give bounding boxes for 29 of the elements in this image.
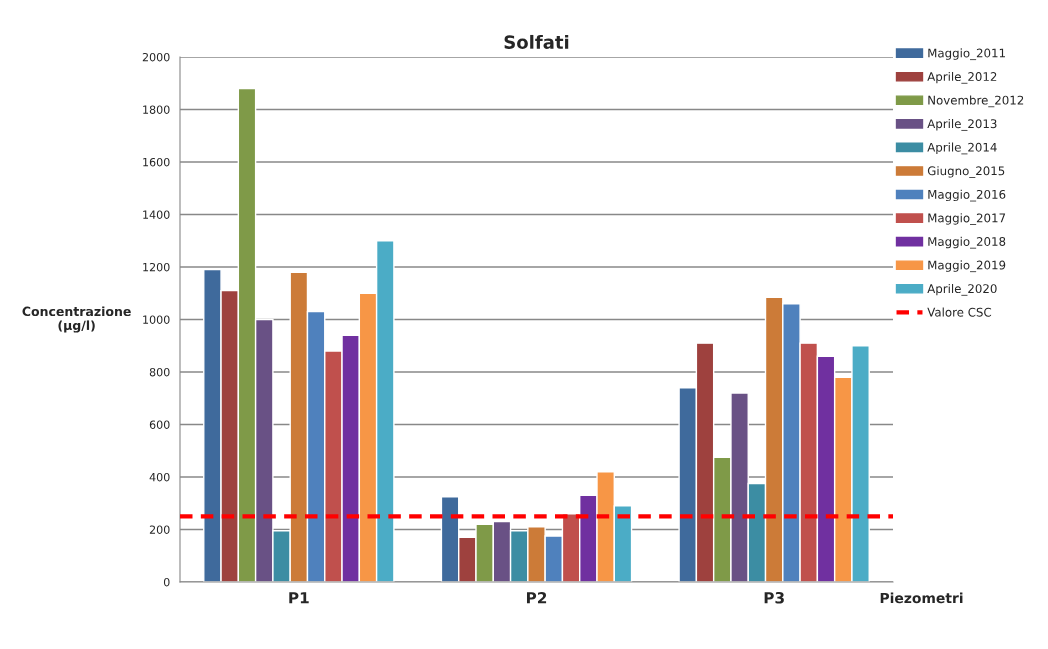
y-tick-label: 200	[149, 525, 170, 534]
y-tick-label: 1600	[143, 157, 170, 167]
y-tick-label: 1800	[143, 105, 170, 114]
legend-label: Maggio_2011	[928, 48, 1005, 61]
y-tick-label: 800	[149, 367, 170, 377]
legend-label: Maggio_2017	[928, 213, 1006, 225]
legend-label: Maggio_2018	[928, 236, 1006, 249]
x-tick-label: P1	[289, 592, 309, 604]
x-axis-title: Piezometri	[880, 592, 963, 604]
legend-label: Aprile_2014	[927, 142, 997, 155]
legend-label: Giugno_2015	[927, 166, 1005, 178]
y-tick-label: 600	[149, 420, 170, 429]
legend-label: Valore CSC	[927, 307, 992, 317]
chart-title: Solfati	[504, 34, 569, 49]
legend-label: Maggio_2016	[928, 189, 1006, 202]
y-tick-label: 1400	[143, 210, 170, 219]
legend-label: Aprile_2013	[927, 119, 997, 131]
y-tick-label: 0	[163, 577, 170, 587]
legend-label: Aprile_2012	[927, 71, 997, 84]
x-tick-label: P2	[526, 591, 547, 604]
y-tick-label: 2000	[142, 52, 170, 62]
legend-label: Novembre_2012	[928, 95, 1024, 108]
y-tick-label: 1200	[143, 262, 170, 272]
legend-label: Maggio_2019	[928, 260, 1006, 273]
y-axis-title: Concentrazione (µg/l)	[22, 306, 131, 333]
legend-label: Aprile_2020	[927, 283, 997, 296]
x-tick-label: P3	[764, 591, 784, 604]
y-tick-label: 1000	[143, 315, 170, 324]
y-tick-label: 400	[149, 472, 170, 482]
